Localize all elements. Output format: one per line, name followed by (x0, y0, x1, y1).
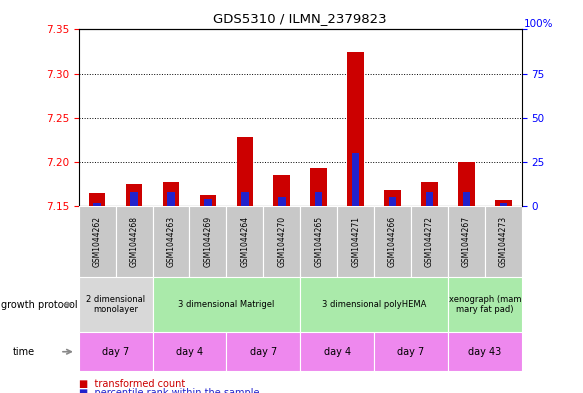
Bar (237, 138, 253, 206)
Text: day 7: day 7 (398, 347, 424, 357)
Text: GSM1044272: GSM1044272 (425, 216, 434, 267)
Text: day 4: day 4 (176, 347, 203, 357)
Bar (448, 332, 522, 371)
Bar (421, 182, 438, 206)
Bar (226, 206, 264, 277)
Bar (126, 184, 142, 206)
Text: GSM1044267: GSM1044267 (462, 216, 471, 267)
Bar (226, 332, 300, 371)
Text: day 4: day 4 (324, 347, 351, 357)
Text: day 7: day 7 (102, 347, 129, 357)
Bar (153, 332, 226, 371)
Bar (89, 193, 106, 206)
Bar (153, 206, 189, 277)
Text: GSM1044269: GSM1044269 (203, 216, 212, 267)
Bar (337, 206, 374, 277)
Bar (199, 195, 216, 206)
Bar (79, 332, 153, 371)
Text: day 43: day 43 (468, 347, 501, 357)
Bar (167, 192, 175, 206)
Text: 3 dimensional Matrigel: 3 dimensional Matrigel (178, 300, 275, 309)
Bar (264, 206, 300, 277)
Bar (389, 197, 396, 206)
Text: GSM1044263: GSM1044263 (167, 216, 175, 267)
Text: 3 dimensional polyHEMA: 3 dimensional polyHEMA (322, 300, 426, 309)
Bar (189, 206, 226, 277)
Bar (315, 192, 322, 206)
Text: xenograph (mam
mary fat pad): xenograph (mam mary fat pad) (448, 295, 521, 314)
Text: ■  percentile rank within the sample: ■ percentile rank within the sample (79, 388, 259, 393)
Bar (448, 206, 485, 277)
Bar (374, 206, 411, 277)
Bar (300, 277, 448, 332)
Bar (163, 182, 180, 206)
Bar (241, 192, 248, 206)
Bar (458, 162, 475, 206)
Bar (374, 332, 448, 371)
Bar (300, 332, 374, 371)
Bar (300, 206, 337, 277)
Bar (93, 203, 101, 206)
Bar (153, 277, 300, 332)
Text: GSM1044270: GSM1044270 (278, 216, 286, 267)
Bar (463, 192, 470, 206)
Bar (411, 206, 448, 277)
Bar (310, 168, 327, 206)
Bar (79, 206, 115, 277)
Bar (352, 153, 359, 206)
Text: GSM1044268: GSM1044268 (129, 216, 139, 267)
Bar (79, 277, 153, 332)
Text: GSM1044265: GSM1044265 (314, 216, 323, 267)
Bar (115, 206, 153, 277)
Text: GDS5310 / ILMN_2379823: GDS5310 / ILMN_2379823 (213, 12, 387, 25)
Text: 2 dimensional
monolayer: 2 dimensional monolayer (86, 295, 145, 314)
Bar (131, 192, 138, 206)
Bar (204, 199, 212, 206)
Text: growth protocol: growth protocol (1, 299, 78, 310)
Bar (495, 200, 512, 206)
Text: GSM1044266: GSM1044266 (388, 216, 397, 267)
Text: GSM1044271: GSM1044271 (351, 216, 360, 267)
Text: 100%: 100% (524, 20, 553, 29)
Text: day 7: day 7 (250, 347, 277, 357)
Bar (500, 203, 507, 206)
Bar (426, 192, 433, 206)
Bar (347, 51, 364, 206)
Bar (273, 175, 290, 206)
Text: ■  transformed count: ■ transformed count (79, 379, 185, 389)
Text: time: time (13, 347, 35, 357)
Bar (384, 190, 401, 206)
Bar (278, 197, 286, 206)
Bar (485, 206, 522, 277)
Text: GSM1044262: GSM1044262 (93, 216, 101, 267)
Text: GSM1044264: GSM1044264 (240, 216, 250, 267)
Text: GSM1044273: GSM1044273 (499, 216, 508, 267)
Bar (448, 277, 522, 332)
